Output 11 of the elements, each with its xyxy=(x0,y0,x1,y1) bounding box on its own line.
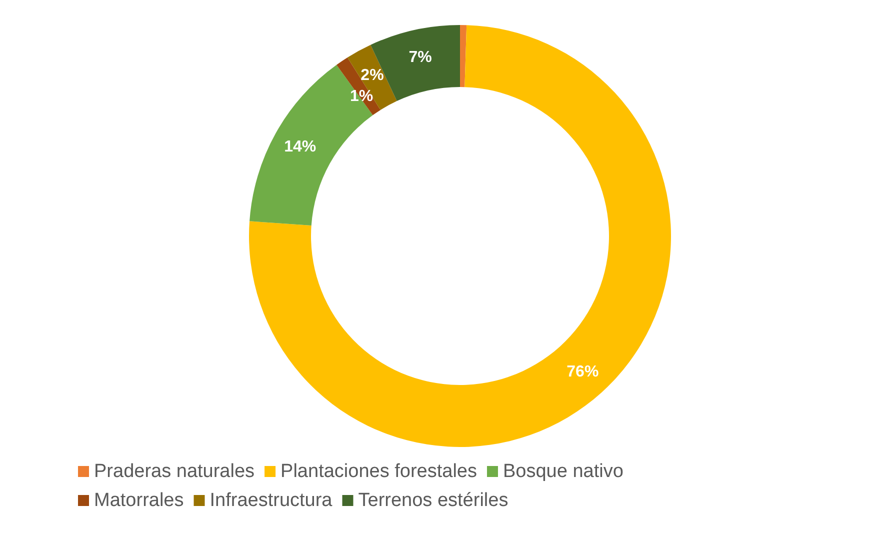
data-label: 7% xyxy=(408,48,432,66)
legend-label: Bosque nativo xyxy=(502,461,624,482)
legend-label: Plantaciones forestales xyxy=(280,461,477,482)
data-label: 14% xyxy=(284,138,316,156)
data-label: 2% xyxy=(360,66,384,84)
data-label: 76% xyxy=(566,363,599,380)
legend-label: Terrenos estériles xyxy=(358,490,508,511)
legend-label: Infraestructura xyxy=(210,490,333,511)
data-label: 1% xyxy=(350,88,374,105)
legend-label: Matorrales xyxy=(94,490,184,511)
legend-label: Praderas naturales xyxy=(94,461,255,482)
